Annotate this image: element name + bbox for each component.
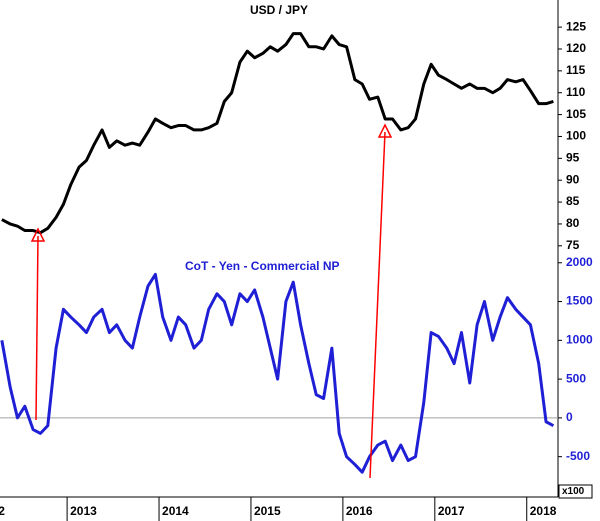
x-tick-label: 2018: [530, 504, 557, 518]
x-tick-label: 2015: [254, 504, 281, 518]
y-tick-label: 105: [566, 107, 586, 121]
unit-box: [558, 484, 593, 499]
plot: 75 80 85 90 95 100 105 110 115 120 125 -500 0 500 1000…: [0, 19, 593, 521]
x-tick-label: 2017: [438, 504, 465, 518]
y-tick-label: 1500: [566, 294, 593, 308]
y-tick-label: 85: [566, 194, 580, 208]
y-tick-label: 110: [566, 85, 586, 99]
arrows: [30, 123, 393, 479]
y-tick-label: 80: [566, 216, 580, 230]
chart-title: CoT - Yen - Commercial NP: [185, 259, 339, 273]
unit-label: x100: [562, 486, 585, 497]
arrow: [369, 131, 386, 479]
y-tick-label: 95: [566, 151, 580, 165]
y-tick-label: 100: [566, 129, 586, 143]
y-tick-label: 120: [566, 41, 586, 55]
x-tick-label: 2013: [70, 504, 97, 518]
chart-title: USD / JPY: [250, 3, 308, 17]
x-tick-label: 2014: [162, 504, 189, 518]
y-tick-label: 0: [566, 410, 573, 424]
arrow-head: [30, 227, 46, 242]
x-tick-label: 2016: [346, 504, 373, 518]
series-line: [1, 32, 554, 235]
arrow-head: [377, 123, 393, 138]
y-tick-label: 115: [566, 63, 586, 77]
arrow: [35, 235, 39, 421]
y-tick-label: 2000: [566, 255, 593, 269]
y-tick-label: 75: [566, 238, 580, 252]
y-tick-label: 500: [566, 371, 586, 385]
y-tick-label: 90: [566, 172, 580, 186]
series-line: [0, 272, 555, 474]
y-tick-label: 1000: [566, 332, 593, 346]
y-tick-label: 125: [566, 19, 586, 33]
y-tick-label: -500: [566, 449, 590, 463]
